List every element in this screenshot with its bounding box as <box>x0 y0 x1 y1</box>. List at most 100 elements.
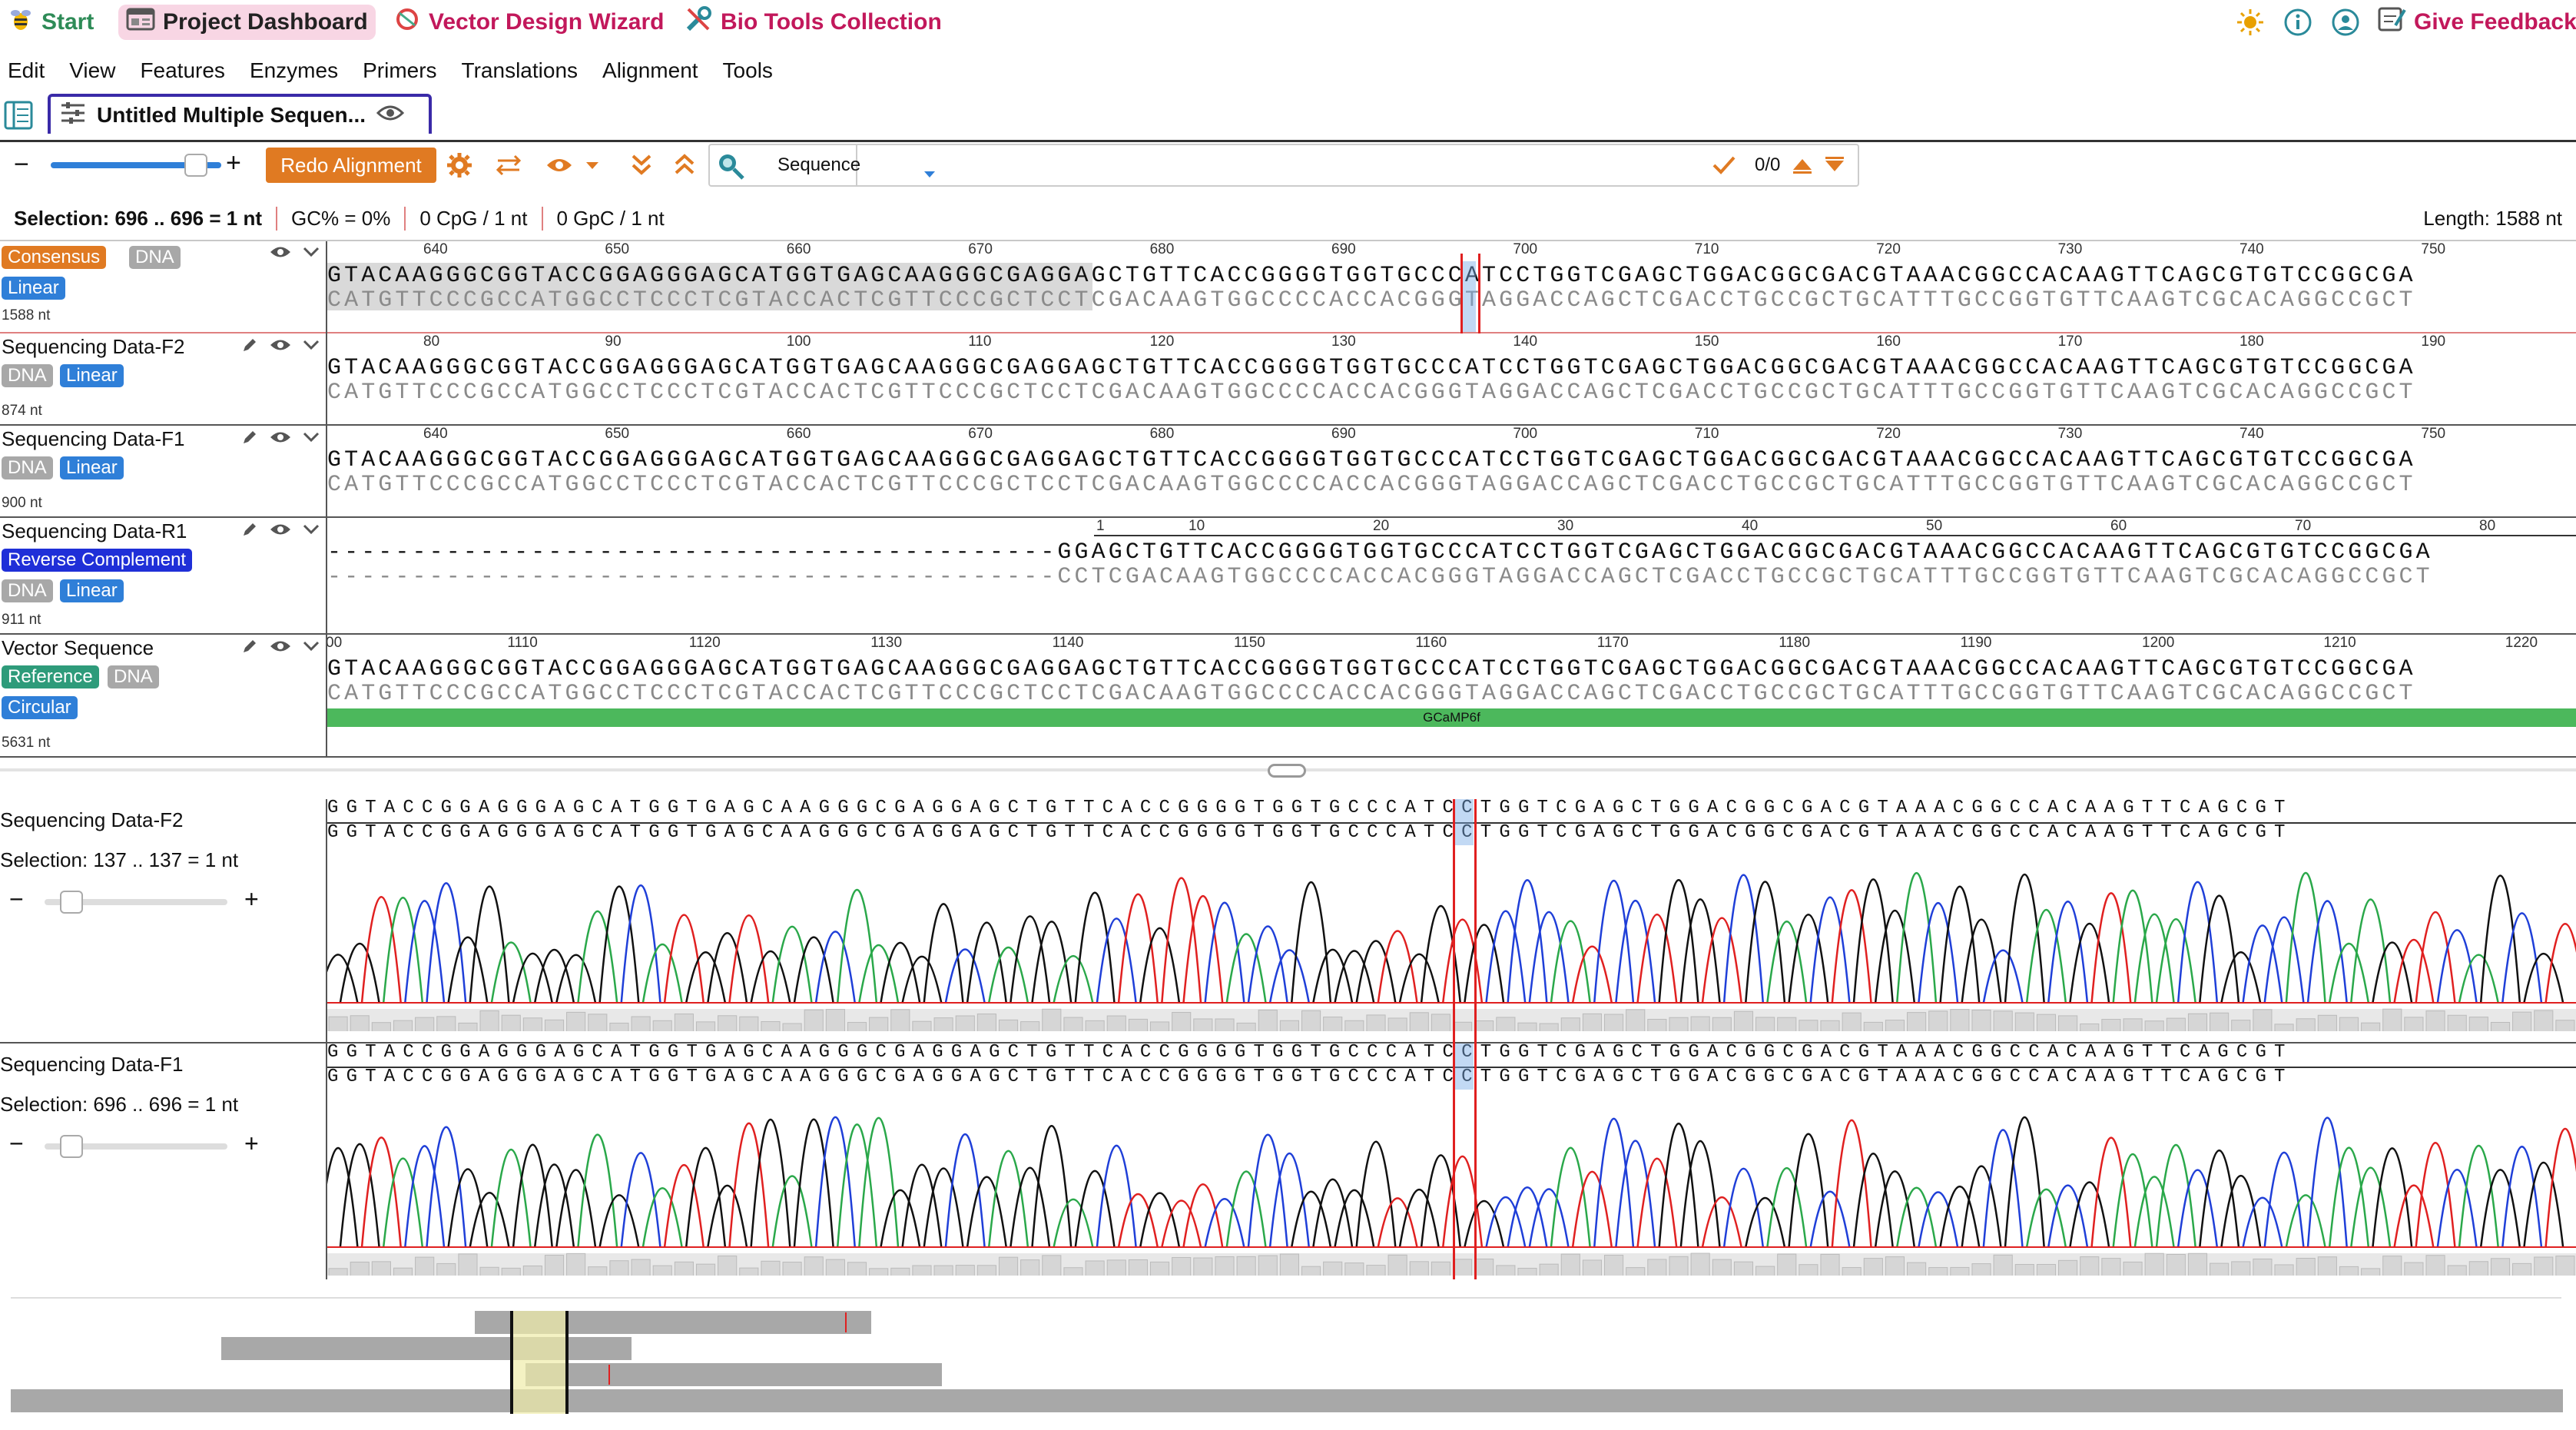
trace-peak-G <box>512 952 553 1004</box>
side-panel-toggle-icon[interactable] <box>3 100 34 134</box>
vector-design-wizard-link[interactable]: Vector Design Wizard <box>393 5 664 40</box>
chrom-zoom-slider[interactable] <box>45 1135 227 1158</box>
quality-bar <box>998 1019 1019 1031</box>
sequence-track-1[interactable]: 80 90 100 110 120 130 140 150 160 170 180 190 GTACAA… <box>327 333 2576 424</box>
eye-icon[interactable] <box>269 430 292 449</box>
sequence-track-0[interactable]: 640 650 660 670 680 690 700 710 720 730 740 750 GTAC… <box>327 241 2576 332</box>
overview-track-vector[interactable] <box>11 1389 2563 1412</box>
quality-bar <box>1777 1017 1797 1031</box>
zoom-slider-handle[interactable] <box>184 154 207 177</box>
edit-pencil-icon[interactable] <box>241 638 258 659</box>
chrom-zoom-handle[interactable] <box>60 1135 83 1158</box>
edit-pencil-icon[interactable] <box>241 337 258 357</box>
chromatogram-trace[interactable] <box>327 847 2576 1031</box>
chevron-down-icon[interactable] <box>303 524 320 539</box>
quality-bar <box>890 1009 910 1031</box>
cpg-readout: 0 CpG / 1 nt <box>406 206 543 231</box>
give-feedback-link[interactable]: Give Feedback <box>2377 5 2576 40</box>
project-dashboard-tab[interactable]: Project Dashboard <box>118 5 376 40</box>
row-name[interactable]: Vector Sequence <box>2 636 154 659</box>
sun-icon[interactable] <box>2236 8 2265 41</box>
zoom-in-button[interactable]: + <box>226 148 241 178</box>
menu-translations[interactable]: Translations <box>461 58 579 82</box>
edit-pencil-icon[interactable] <box>241 429 258 450</box>
quality-bar <box>2404 1017 2424 1031</box>
bio-tools-collection-link[interactable]: Bio Tools Collection <box>684 5 942 40</box>
row-name[interactable]: Sequencing Data-F2 <box>2 335 185 358</box>
next-match-icon[interactable] <box>1824 156 1845 178</box>
collapse-all-icon[interactable] <box>630 153 653 180</box>
row-name[interactable]: Sequencing Data-R1 <box>2 519 187 542</box>
search-confirm-check-icon[interactable] <box>1712 154 1736 180</box>
settings-gear-icon[interactable] <box>446 151 473 183</box>
quality-bar <box>436 1262 456 1276</box>
trace-peak-G <box>533 1163 575 1248</box>
zoom-out-button[interactable]: − <box>14 150 29 179</box>
search-input[interactable] <box>899 148 1639 183</box>
sequence-track-4[interactable]: 00 1110 1120 1130 1140 1150 1160 1170 1180 1190 12… <box>327 635 2576 756</box>
visibility-eye-icon[interactable] <box>545 156 573 178</box>
previous-match-icon[interactable] <box>1792 156 1813 178</box>
quality-bar <box>566 1011 586 1031</box>
overview-track-r1[interactable] <box>525 1363 942 1386</box>
info-icon[interactable] <box>2283 8 2312 41</box>
overview-track-f1[interactable] <box>221 1337 632 1360</box>
eye-icon[interactable] <box>269 244 292 264</box>
quality-bar <box>1409 1012 1429 1031</box>
sequence-track-2[interactable]: 640 650 660 670 680 690 700 710 720 730 740 750 GTAC… <box>327 426 2576 516</box>
row-name[interactable]: Consensus <box>2 246 107 269</box>
menu-enzymes[interactable]: Enzymes <box>249 58 339 82</box>
visibility-dropdown-chevron-icon[interactable] <box>585 161 599 174</box>
menu-features[interactable]: Features <box>140 58 225 82</box>
eye-icon[interactable] <box>269 337 292 357</box>
chrom-zoom-out-button[interactable]: − <box>9 885 24 913</box>
chevron-down-icon[interactable] <box>303 247 320 261</box>
splitter-handle[interactable] <box>1268 764 1306 778</box>
ruler-tick-label: 650 <box>605 241 630 257</box>
chrom-zoom-in-button[interactable]: + <box>244 1130 259 1157</box>
chevron-down-icon[interactable] <box>303 641 320 655</box>
menu-primers[interactable]: Primers <box>363 58 437 82</box>
menu-tools[interactable]: Tools <box>722 58 773 82</box>
trace-peak-G <box>1420 1154 1462 1248</box>
quality-bar <box>2555 1020 2575 1031</box>
chrom-zoom-handle[interactable] <box>60 891 83 914</box>
chevron-down-icon[interactable] <box>303 432 320 446</box>
edit-pencil-icon[interactable] <box>241 521 258 542</box>
eye-icon[interactable] <box>269 639 292 658</box>
ruler-tick-label: 660 <box>786 241 811 257</box>
chromatogram-trace[interactable] <box>327 1091 2576 1276</box>
sync-scroll-icon[interactable] <box>495 153 522 181</box>
expand-all-icon[interactable] <box>673 153 696 180</box>
menu-edit[interactable]: Edit <box>8 58 45 82</box>
chrom-zoom-slider[interactable] <box>45 891 227 914</box>
chrom-zoom-out-button[interactable]: − <box>9 1130 24 1157</box>
quality-bar <box>2534 1256 2554 1276</box>
menu-alignment[interactable]: Alignment <box>602 58 698 82</box>
start-link[interactable]: Start <box>8 5 94 40</box>
ruler-tick-label: 700 <box>1513 241 1538 257</box>
user-icon[interactable] <box>2331 8 2360 41</box>
quality-bar <box>869 1017 889 1031</box>
overview-viewport-window[interactable] <box>510 1311 569 1414</box>
quality-bar <box>350 1261 370 1276</box>
menu-view[interactable]: View <box>69 58 116 82</box>
tab-untitled-alignment[interactable]: Untitled Multiple Sequen... <box>48 94 432 134</box>
chrom-zoom-in-button[interactable]: + <box>244 885 259 913</box>
quality-bar <box>1193 1257 1213 1276</box>
trace-peak-G <box>1010 915 1051 1004</box>
quality-bar <box>1474 1020 1494 1031</box>
trace-peak-G <box>1658 1122 1699 1248</box>
feature-bar[interactable]: GCaMP6f <box>327 708 2576 727</box>
redo-alignment-button[interactable]: Redo Alignment <box>266 148 436 183</box>
reference-badge: Reference <box>2 665 99 688</box>
sequence-track-3[interactable]: 1 10 20 30 40 50 60 70 80 -----------------------… <box>327 518 2576 633</box>
eye-icon[interactable] <box>376 103 405 128</box>
trace-peak-G <box>1290 881 1332 1004</box>
chevron-down-icon[interactable] <box>303 340 320 354</box>
search-mode-select[interactable]: Sequence <box>756 145 935 185</box>
quality-bar <box>955 1265 975 1276</box>
eye-icon[interactable] <box>269 522 292 541</box>
zoom-slider[interactable] <box>51 154 221 177</box>
row-name[interactable]: Sequencing Data-F1 <box>2 427 185 450</box>
